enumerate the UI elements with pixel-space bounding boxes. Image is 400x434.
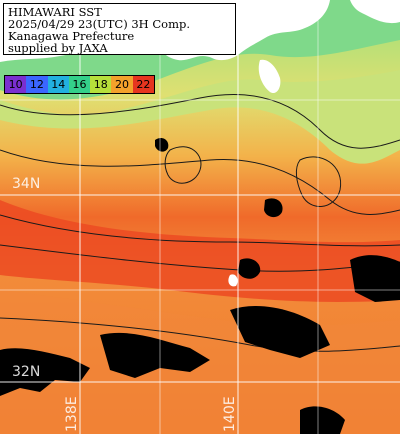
land-boso	[350, 0, 400, 24]
cloud-mask	[300, 406, 345, 434]
isotherm-contour	[164, 146, 202, 184]
legend-swatch: 18	[90, 76, 112, 93]
label-lon-138e: 138E	[64, 396, 80, 432]
legend-swatch: 14	[47, 76, 69, 93]
label-lat-32n: 32N	[12, 364, 41, 380]
isotherm-contour	[295, 156, 342, 207]
cloud-mask	[238, 258, 261, 279]
title-line-product: HIMAWARI SST	[8, 5, 102, 19]
cloud-mask	[230, 305, 330, 358]
title-line-supplier: supplied by JAXA	[8, 41, 108, 55]
label-lat-34n: 34N	[12, 176, 41, 192]
cloud-mask	[264, 198, 283, 218]
cloud-mask	[100, 332, 210, 378]
land-island	[228, 274, 238, 287]
temperature-legend: 10 12 14 16 18 20 22	[4, 75, 155, 94]
land-kanagawa	[238, 0, 330, 55]
title-line-datetime: 2025/04/29 23(UTC) 3H Comp.	[8, 17, 191, 31]
cloud-mask	[155, 137, 169, 152]
legend-swatch: 20	[111, 76, 133, 93]
legend-swatch: 22	[132, 76, 154, 93]
title-box: HIMAWARI SST 2025/04/29 23(UTC) 3H Comp.…	[3, 3, 236, 55]
legend-swatch: 12	[26, 76, 48, 93]
isotherm-contour	[0, 149, 400, 215]
title-line-prefecture: Kanagawa Prefecture	[8, 29, 135, 43]
cloud-mask	[0, 348, 90, 396]
legend-swatch: 10	[5, 76, 27, 93]
legend-swatch: 16	[68, 76, 91, 93]
kuroshio-warm-band	[0, 200, 400, 302]
isotherm-contour	[0, 317, 400, 352]
land-izu-peninsula	[258, 59, 281, 94]
mid-temp-water	[0, 70, 400, 164]
isotherm-contour	[0, 244, 400, 272]
isotherm-contour	[0, 94, 400, 149]
isotherm-contour	[0, 214, 400, 247]
label-lon-140e: 140E	[222, 396, 238, 432]
